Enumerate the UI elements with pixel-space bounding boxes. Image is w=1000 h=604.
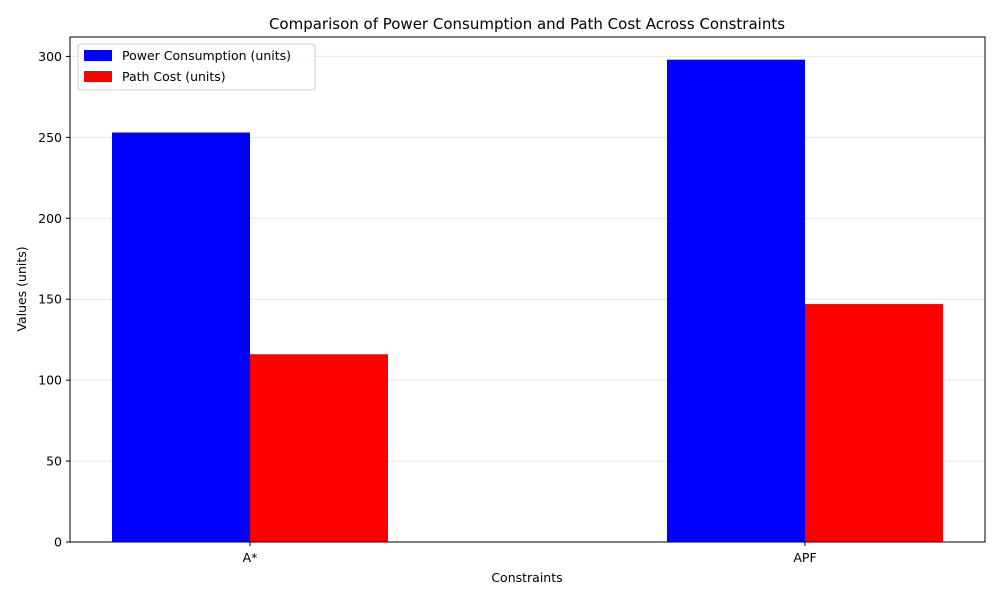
y-tick-label: 300 <box>38 49 62 64</box>
legend-swatch-power <box>84 50 112 61</box>
y-tick-label: 0 <box>54 535 62 550</box>
y-tick-label: 50 <box>46 454 62 469</box>
bar-path-cost-1 <box>805 304 943 542</box>
bar-path-cost-0 <box>250 354 388 542</box>
y-tick-label: 200 <box>38 211 62 226</box>
legend-swatch-path-cost <box>84 71 112 82</box>
chart-title: Comparison of Power Consumption and Path… <box>269 15 785 33</box>
y-axis-label: Values (units) <box>14 246 29 331</box>
x-axis-label: Constraints <box>491 570 562 585</box>
bar-power-consumption-0 <box>112 132 250 542</box>
y-axis-ticks: 0 50 100 150 200 250 300 <box>38 49 70 550</box>
bar-power-consumption-1 <box>667 59 805 543</box>
bars <box>112 59 943 543</box>
legend-label-power: Power Consumption (units) <box>122 48 291 63</box>
y-tick-label: 100 <box>38 373 62 388</box>
plot-frame <box>69 36 986 543</box>
x-axis-ticks: A* APF <box>243 542 817 565</box>
legend-box <box>77 43 316 91</box>
y-tick-label: 250 <box>38 130 62 145</box>
x-tick-label: A* <box>243 550 258 565</box>
x-tick-label: APF <box>793 550 816 565</box>
y-tick-label: 150 <box>38 292 62 307</box>
legend-label-path-cost: Path Cost (units) <box>122 69 226 84</box>
legend: Power Consumption (units) Path Cost (uni… <box>77 43 316 91</box>
